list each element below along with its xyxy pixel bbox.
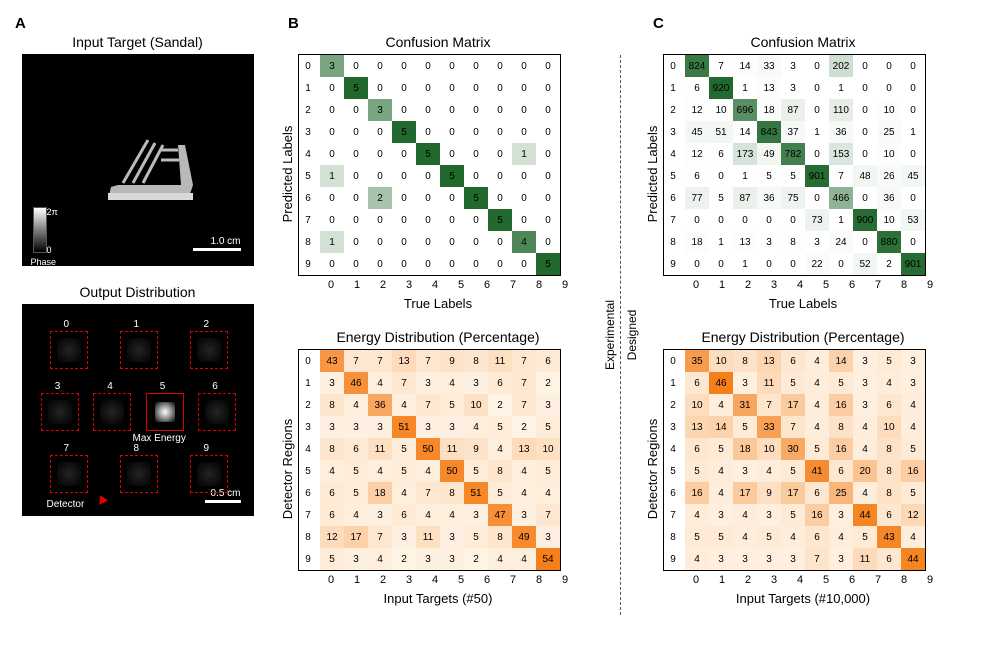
c-cm-title: Confusion Matrix — [750, 34, 855, 50]
b-ed-title: Energy Distribution (Percentage) — [336, 329, 539, 345]
b-cm-xlabel: True Labels — [404, 296, 472, 311]
detector-label-3: 3 — [55, 381, 61, 392]
b-cm-matrix: 0300000000010500000000200300000003000500… — [298, 54, 561, 276]
figure-root: A Input Target (Sandal) 2π 0 Phase 1.0 c… — [15, 15, 980, 624]
detector-label-8: 8 — [134, 443, 140, 454]
detector-box-6 — [198, 393, 236, 431]
panel-b-confusion: Confusion Matrix Predicted Labels 030000… — [298, 34, 578, 311]
output-dist-title: Output Distribution — [80, 284, 196, 300]
c-ed-xlabel: Input Targets (#10,000) — [736, 591, 870, 606]
c-cm-matrix: 0824714333020200016920113301000212106961… — [663, 54, 926, 276]
output-dist-image: 0.5 cm 0123456789Max EnergyDetector — [22, 304, 254, 516]
sandal-icon — [93, 115, 213, 215]
c-ed-matrix: 0351081364143531646311545343210431717416… — [663, 349, 926, 571]
input-target-title: Input Target (Sandal) — [72, 34, 203, 50]
detector-label-2: 2 — [204, 319, 210, 330]
detector-label-9: 9 — [204, 443, 210, 454]
panel-a: A Input Target (Sandal) 2π 0 Phase 1.0 c… — [15, 15, 260, 534]
panel-b-label: B — [288, 15, 299, 32]
input-target-image: 2π 0 Phase 1.0 cm — [22, 54, 254, 266]
divider-left-label: Experimental — [603, 300, 617, 370]
panel-c-energy: Energy Distribution (Percentage) Detecto… — [663, 329, 943, 606]
detector-box-5 — [146, 393, 184, 431]
panel-b-energy: Energy Distribution (Percentage) Detecto… — [298, 329, 578, 606]
b-ed-matrix: 0437713798117613464734367228436475102733… — [298, 349, 561, 571]
detector-annotation-label: Detector — [47, 499, 85, 510]
panel-c-confusion: Confusion Matrix Predicted Labels 082471… — [663, 34, 943, 311]
detector-arrow-icon — [95, 493, 107, 504]
detector-box-8 — [120, 455, 158, 493]
c-cm-xlabel: True Labels — [769, 296, 837, 311]
detector-box-1 — [120, 331, 158, 369]
input-scalebar — [193, 248, 241, 251]
experimental-designed-divider: Experimental Designed — [620, 55, 621, 615]
detector-label-6: 6 — [212, 381, 218, 392]
b-cm-ylabel: Predicted Labels — [280, 126, 295, 223]
c-ed-ylabel: Detector Regions — [645, 419, 660, 519]
input-scalebar-label: 1.0 cm — [210, 236, 240, 247]
panel-b: B Confusion Matrix Predicted Labels 0300… — [288, 15, 588, 624]
output-scalebar — [205, 500, 241, 503]
phase-colorbar — [33, 207, 47, 253]
divider-right-label: Designed — [625, 310, 639, 361]
colorbar-axis-label: Phase — [31, 257, 57, 267]
detector-box-9 — [190, 455, 228, 493]
detector-box-7 — [50, 455, 88, 493]
detector-box-4 — [93, 393, 131, 431]
max-energy-label: Max Energy — [133, 433, 186, 444]
c-ed-title: Energy Distribution (Percentage) — [701, 329, 904, 345]
b-ed-xlabel: Input Targets (#50) — [384, 591, 493, 606]
detector-label-1: 1 — [134, 319, 140, 330]
colorbar-bottom-label: 0 — [47, 245, 52, 255]
detector-label-4: 4 — [107, 381, 113, 392]
colorbar-top-label: 2π — [47, 207, 58, 217]
detector-box-0 — [50, 331, 88, 369]
c-cm-ylabel: Predicted Labels — [645, 126, 660, 223]
panel-a-label: A — [15, 15, 26, 32]
detector-label-7: 7 — [64, 443, 70, 454]
detector-box-2 — [190, 331, 228, 369]
detector-box-3 — [41, 393, 79, 431]
detector-label-0: 0 — [64, 319, 70, 330]
panel-c-label: C — [653, 15, 664, 32]
panel-c: C Confusion Matrix Predicted Labels 0824… — [653, 15, 953, 624]
b-ed-ylabel: Detector Regions — [280, 419, 295, 519]
b-cm-title: Confusion Matrix — [385, 34, 490, 50]
detector-label-5: 5 — [160, 381, 166, 392]
